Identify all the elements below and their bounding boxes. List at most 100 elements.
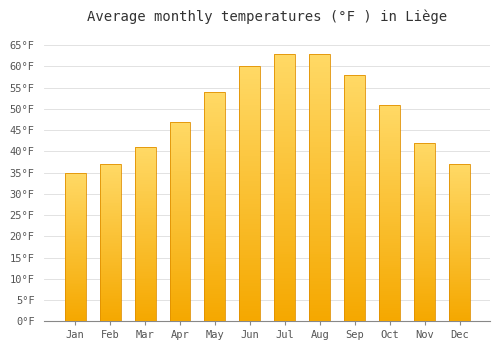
Bar xyxy=(170,160,190,161)
Bar xyxy=(204,174,226,177)
Bar xyxy=(170,132,190,134)
Bar xyxy=(344,97,365,99)
Bar xyxy=(274,252,295,254)
Bar xyxy=(310,297,330,300)
Bar xyxy=(379,139,400,141)
Bar xyxy=(449,164,470,321)
Bar xyxy=(274,185,295,187)
Bar xyxy=(64,253,86,254)
Bar xyxy=(449,287,470,288)
Bar xyxy=(449,199,470,200)
Bar xyxy=(449,276,470,277)
Bar xyxy=(134,264,156,266)
Bar xyxy=(134,288,156,290)
Bar xyxy=(64,302,86,303)
Bar xyxy=(274,222,295,225)
Bar xyxy=(134,248,156,250)
Bar xyxy=(310,120,330,123)
Bar xyxy=(310,115,330,118)
Bar xyxy=(344,151,365,154)
Bar xyxy=(204,197,226,199)
Bar xyxy=(274,219,295,222)
Bar xyxy=(204,301,226,303)
Bar xyxy=(449,254,470,255)
Bar xyxy=(134,215,156,217)
Bar xyxy=(274,163,295,166)
Bar xyxy=(414,243,435,245)
Bar xyxy=(170,225,190,228)
Bar xyxy=(240,265,260,268)
Bar xyxy=(344,139,365,141)
Bar xyxy=(379,202,400,204)
Bar xyxy=(134,220,156,222)
Bar xyxy=(64,282,86,284)
Bar xyxy=(379,174,400,176)
Bar xyxy=(414,282,435,284)
Bar xyxy=(100,295,120,296)
Bar xyxy=(344,109,365,112)
Bar xyxy=(100,312,120,313)
Bar xyxy=(344,188,365,191)
Bar xyxy=(170,199,190,202)
Bar xyxy=(449,251,470,252)
Bar xyxy=(204,298,226,301)
Bar xyxy=(64,173,86,174)
Bar xyxy=(204,206,226,209)
Bar xyxy=(310,230,330,233)
Bar xyxy=(204,92,226,94)
Bar xyxy=(240,99,260,102)
Bar xyxy=(100,306,120,307)
Bar xyxy=(344,282,365,284)
Bar xyxy=(449,174,470,175)
Bar xyxy=(344,250,365,252)
Bar xyxy=(274,88,295,91)
Bar xyxy=(379,276,400,278)
Bar xyxy=(204,135,226,138)
Bar xyxy=(134,297,156,299)
Bar xyxy=(240,89,260,92)
Bar xyxy=(344,104,365,107)
Bar xyxy=(134,227,156,229)
Bar xyxy=(379,133,400,135)
Bar xyxy=(170,257,190,259)
Bar xyxy=(310,59,330,62)
Bar xyxy=(274,271,295,273)
Bar xyxy=(64,251,86,253)
Bar xyxy=(100,285,120,287)
Bar xyxy=(170,281,190,283)
Bar xyxy=(344,80,365,82)
Bar xyxy=(240,202,260,204)
Bar xyxy=(134,173,156,175)
Bar xyxy=(64,233,86,235)
Bar xyxy=(344,274,365,277)
Bar xyxy=(310,166,330,169)
Bar xyxy=(379,146,400,148)
Bar xyxy=(64,257,86,259)
Bar xyxy=(344,176,365,178)
Bar xyxy=(274,193,295,195)
Bar xyxy=(204,202,226,204)
Bar xyxy=(64,269,86,271)
Bar xyxy=(344,92,365,94)
Bar xyxy=(379,282,400,285)
Bar xyxy=(204,126,226,128)
Bar xyxy=(204,124,226,126)
Bar xyxy=(274,136,295,139)
Bar xyxy=(134,241,156,243)
Bar xyxy=(100,254,120,255)
Bar xyxy=(414,241,435,243)
Bar xyxy=(310,163,330,166)
Bar xyxy=(449,219,470,220)
Bar xyxy=(310,177,330,180)
Bar xyxy=(240,240,260,242)
Bar xyxy=(344,265,365,267)
Bar xyxy=(204,264,226,266)
Bar xyxy=(344,144,365,146)
Bar xyxy=(414,180,435,182)
Bar xyxy=(240,204,260,206)
Bar xyxy=(204,163,226,165)
Bar xyxy=(100,217,120,219)
Bar xyxy=(134,260,156,262)
Bar xyxy=(134,309,156,311)
Bar xyxy=(344,245,365,247)
